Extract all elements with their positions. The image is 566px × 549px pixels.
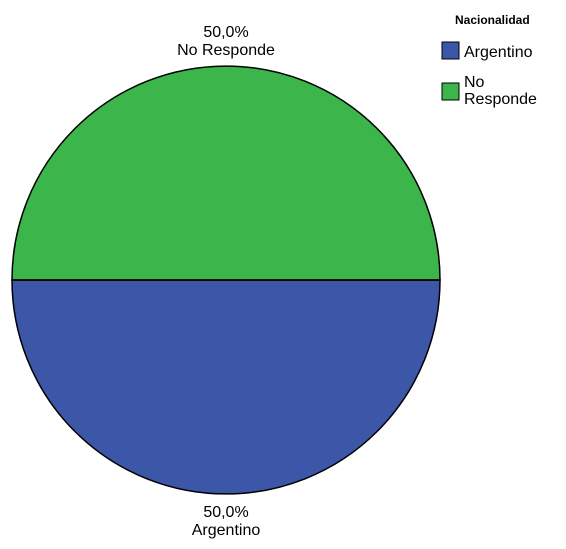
pie-slices bbox=[11, 65, 441, 495]
pie-slice-no-responde bbox=[11, 65, 441, 281]
pie-slice-argentino bbox=[11, 279, 441, 495]
slice-label-argentino-percent: 50,0% bbox=[203, 504, 248, 521]
legend-label-argentino: Argentino bbox=[464, 44, 533, 61]
legend-swatch-no-responde bbox=[441, 82, 460, 101]
legend-swatch-argentino bbox=[441, 41, 460, 60]
slice-label-argentino-name: Argentino bbox=[192, 522, 261, 539]
legend-label-no-responde: No Responde bbox=[464, 74, 537, 108]
slice-label-no-responde-name: No Responde bbox=[177, 42, 275, 59]
legend: Nacionalidad Argentino No Responde bbox=[441, 13, 537, 108]
slice-label-no-responde-percent: 50,0% bbox=[203, 24, 248, 41]
legend-title: Nacionalidad bbox=[455, 13, 530, 27]
